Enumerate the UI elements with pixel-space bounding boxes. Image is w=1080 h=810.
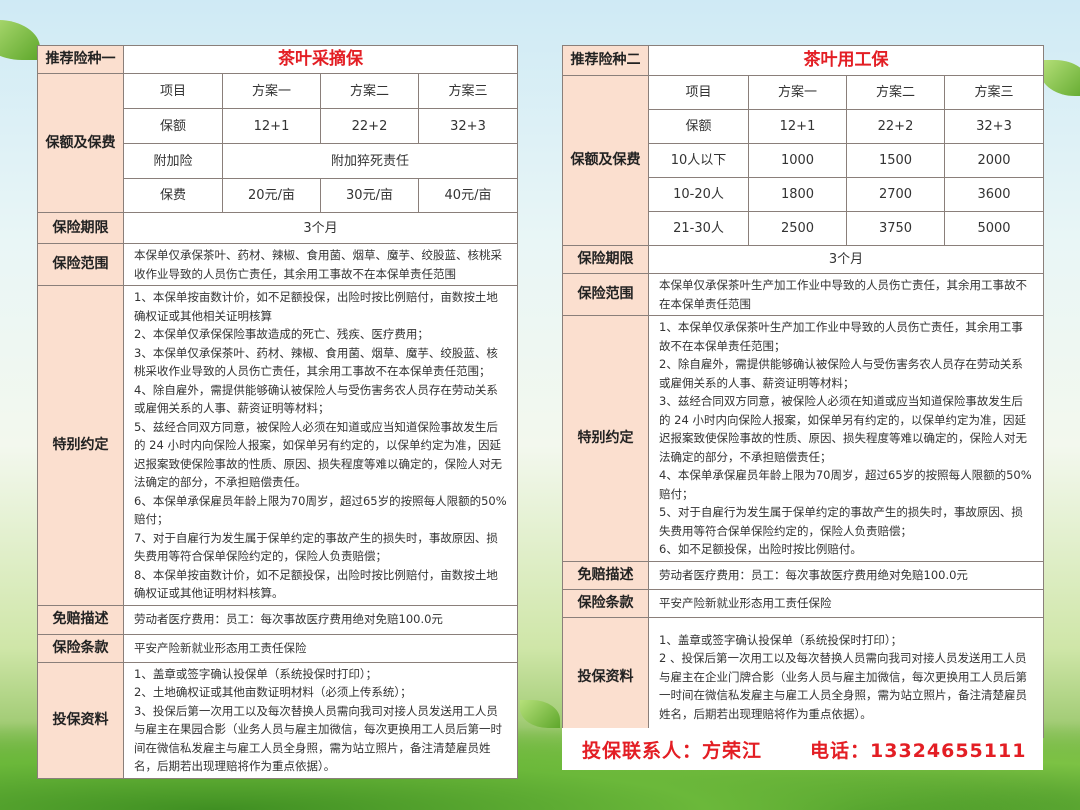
materials-list: 1、盖章或签字确认投保单（系统投保时打印）； 2、土地确权证或其他亩数证明材料（必… <box>123 661 518 779</box>
materials-label: 投保资料 <box>37 661 124 779</box>
term-item: 6、如不足额投保，出险时按比例赔付。 <box>659 542 862 556</box>
addon-value: 附加猝死责任 <box>222 143 518 179</box>
header-cell: 项目 <box>123 73 223 109</box>
scope-label: 保险范围 <box>37 243 124 286</box>
header-cell: 方案二 <box>320 73 419 109</box>
contact-banner: 投保联系人：方荣江 电话：13324655111 <box>562 728 1043 770</box>
term-item: 8、本保单按亩数计价，如不足额投保，出险时按比例赔付，亩数按土地确权证或其他证明… <box>134 567 498 601</box>
price-cell: 10-20人 <box>648 177 749 212</box>
term-item: 4、本保单承保雇员年龄上限为70周岁，超过65岁的按照每人限额的50%赔付； <box>659 468 1032 501</box>
plan-label: 推荐险种二 <box>562 45 649 76</box>
fee-cell: 30元/亩 <box>320 178 419 213</box>
period-value: 3个月 <box>123 212 518 244</box>
fee-cell: 20元/亩 <box>222 178 321 213</box>
term-item: 1、本保单按亩数计价，如不足额投保，出险时按比例赔付，亩数按土地确权证或其他相关… <box>134 290 498 323</box>
material-item: 1、盖章或签字确认投保单（系统投保时打印）； <box>659 632 903 647</box>
term-item: 3、兹经合同双方同意，被保险人必须在知道或应当知道保险事故发生后的 24 小时内… <box>659 394 1027 464</box>
period-label: 保险期限 <box>562 245 649 274</box>
price-cell: 3600 <box>944 177 1044 212</box>
header-cell: 项目 <box>648 75 749 110</box>
material-item: 3、投保后第一次用工以及每次替换人员需向我司对接人员发送用工人员与雇主在果园合影… <box>134 703 502 774</box>
contact-phone: 电话：13324655111 <box>810 739 1027 762</box>
plan-title: 茶叶采摘保 <box>123 45 518 74</box>
coverage-cell: 32+3 <box>418 108 518 144</box>
premium-label: 保额及保费 <box>562 75 649 246</box>
clause-text: 平安产险新就业形态用工责任保险 <box>648 588 1044 618</box>
special-terms: 1、本保单仅承保茶叶生产加工作业中导致的人员伤亡责任，其余用工事故不在本保单责任… <box>648 315 1044 562</box>
header-cell: 方案一 <box>222 73 321 109</box>
deductible-label: 免赔描述 <box>37 604 124 635</box>
scope-label: 保险范围 <box>562 273 649 316</box>
addon-label: 附加险 <box>123 143 223 179</box>
header-cell: 方案一 <box>748 75 847 110</box>
period-value: 3个月 <box>648 245 1044 274</box>
price-cell: 1000 <box>748 143 847 178</box>
clause-label: 保险条款 <box>37 633 124 663</box>
header-cell: 方案三 <box>944 75 1044 110</box>
term-item: 6、本保单承保雇员年龄上限为70周岁，超过65岁的按照每人限额的50%赔付； <box>134 493 507 527</box>
coverage-cell: 12+1 <box>222 108 321 144</box>
plan-table-tea-labor: 推荐险种二 茶叶用工保 保额及保费 项目 方案一 方案二 方案三 保额 12+1 22+2 3… <box>562 45 1044 738</box>
leaf-decoration <box>1040 60 1080 96</box>
term-item: 7、对于自雇行为发生属于保单约定的事故产生的损失时，事故原因、损失费用等符合保单… <box>134 530 498 564</box>
term-item: 5、兹经合同双方同意，被保险人必须在知道或应当知道保险事故发生后的 24 小时内… <box>134 419 502 490</box>
price-cell: 5000 <box>944 211 1044 246</box>
leaf-decoration <box>0 20 40 60</box>
coverage-cell: 22+2 <box>320 108 419 144</box>
materials-label: 投保资料 <box>562 616 649 738</box>
plan-label: 推荐险种一 <box>37 45 124 74</box>
materials-list: 1、盖章或签字确认投保单（系统投保时打印）； 2 、投保后第一次用工以及每次替换人… <box>648 616 1044 738</box>
clause-text: 平安产险新就业形态用工责任保险 <box>123 633 518 663</box>
term-item: 5、对于自雇行为发生属于保单约定的事故产生的损失时，事故原因、损失费用等符合保单… <box>659 505 1023 538</box>
price-cell: 1500 <box>846 143 945 178</box>
price-cell: 22+2 <box>846 109 945 144</box>
price-cell: 2700 <box>846 177 945 212</box>
fee-cell: 40元/亩 <box>418 178 518 213</box>
price-cell: 1800 <box>748 177 847 212</box>
period-label: 保险期限 <box>37 212 124 244</box>
deductible-text: 劳动者医疗费用：员工：每次事故医疗费用绝对免赔100.0元 <box>123 604 518 635</box>
special-terms: 1、本保单按亩数计价，如不足额投保，出险时按比例赔付，亩数按土地确权证或其他相关… <box>123 285 518 606</box>
fee-cell: 保费 <box>123 178 223 213</box>
term-item: 2、本保单仅承保保险事故造成的死亡、残疾、医疗费用； <box>134 327 429 341</box>
clause-label: 保险条款 <box>562 588 649 618</box>
premium-label: 保额及保费 <box>37 73 124 213</box>
deductible-label: 免赔描述 <box>562 560 649 590</box>
material-item: 1、盖章或签字确认投保单（系统投保时打印）； <box>134 666 378 681</box>
price-cell: 3750 <box>846 211 945 246</box>
special-label: 特别约定 <box>562 315 649 562</box>
term-item: 3、本保单仅承保茶叶、药材、辣椒、食用菌、烟草、魔芋、绞股蓝、核桃采收作业导致的… <box>134 345 498 379</box>
term-item: 1、本保单仅承保茶叶生产加工作业中导致的人员伤亡责任，其余用工事故不在本保单责任… <box>659 320 1023 353</box>
header-cell: 方案三 <box>418 73 518 109</box>
price-cell: 32+3 <box>944 109 1044 144</box>
plan-title: 茶叶用工保 <box>648 45 1044 76</box>
plan-table-tea-picking: 推荐险种一 茶叶采摘保 保额及保费 项目 方案一 方案二 方案三 保额 12+1 22+2 3… <box>37 45 518 779</box>
price-cell: 21-30人 <box>648 211 749 246</box>
material-item: 2、土地确权证或其他亩数证明材料（必须上传系统）； <box>134 685 412 699</box>
scope-text: 本保单仅承保茶叶、药材、辣椒、食用菌、烟草、魔芋、绞股蓝、核桃采收作业导致的人员… <box>123 243 518 286</box>
scope-text: 本保单仅承保茶叶生产加工作业中导致的人员伤亡责任，其余用工事故不在本保单责任范围 <box>648 273 1044 316</box>
special-label: 特别约定 <box>37 285 124 606</box>
price-cell: 2500 <box>748 211 847 246</box>
price-cell: 保额 <box>648 109 749 144</box>
header-cell: 方案二 <box>846 75 945 110</box>
price-cell: 10人以下 <box>648 143 749 178</box>
deductible-text: 劳动者医疗费用：员工：每次事故医疗费用绝对免赔100.0元 <box>648 560 1044 590</box>
term-item: 4、除自雇外，需提供能够确认被保险人与受伤害务农人员存在劳动关系或雇佣关系的人事… <box>134 382 498 416</box>
material-item: 2 、投保后第一次用工以及每次替换人员需向我司对接人员发送用工人员与雇主在企业门… <box>659 651 1027 721</box>
contact-person: 投保联系人：方荣江 <box>582 739 763 762</box>
price-cell: 12+1 <box>748 109 847 144</box>
coverage-cell: 保额 <box>123 108 223 144</box>
term-item: 2、除自雇外，需提供能够确认被保险人与受伤害务农人员存在劳动关系或雇佣关系的人事… <box>659 357 1023 390</box>
price-cell: 2000 <box>944 143 1044 178</box>
